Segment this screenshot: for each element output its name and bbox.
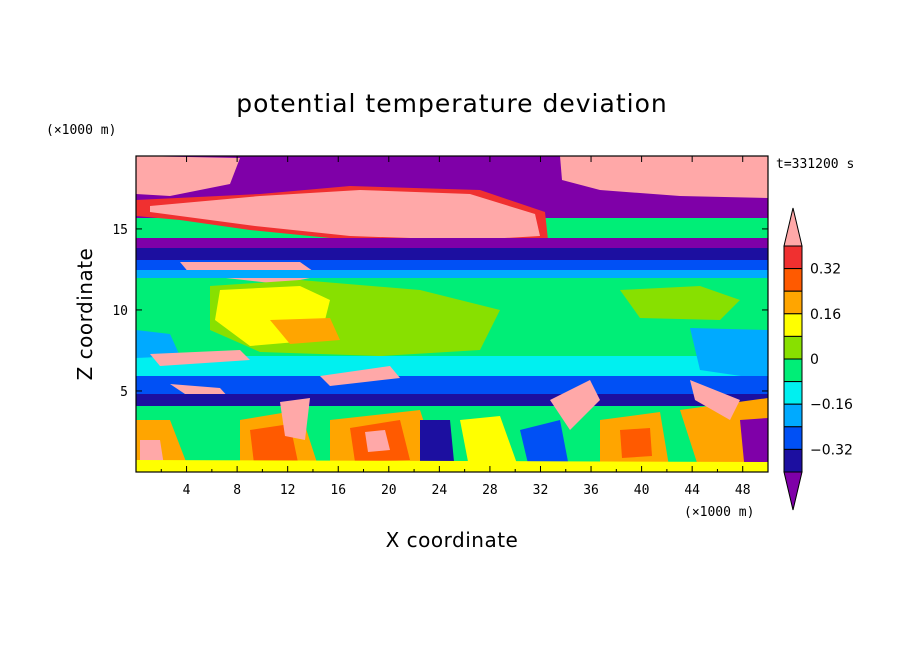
colorbar-swatch	[783, 448, 803, 473]
colorbar-swatch	[783, 426, 803, 450]
y-unit-label: (×1000 m)	[46, 123, 116, 138]
y-axis-label: Z coordinate	[73, 248, 97, 381]
colorbar-swatch	[783, 290, 803, 315]
colorbar-swatch	[783, 381, 803, 405]
colorbar-extend-top	[783, 207, 803, 247]
colorbar-label: 0.16	[810, 307, 841, 323]
colorbar: 0.32 0.16 0 −0.16 −0.32	[783, 207, 853, 511]
x-tick-label: 16	[330, 483, 346, 498]
colorbar-swatch	[783, 403, 803, 428]
x-tick-label: 40	[634, 483, 650, 498]
y-tick-label: 5	[120, 385, 128, 400]
colorbar-swatch	[783, 358, 803, 383]
x-tick-label: 36	[583, 483, 599, 498]
y-tick-label: 10	[112, 304, 128, 319]
x-tick-label: 8	[233, 483, 241, 498]
colorbar-swatch	[783, 268, 803, 292]
colorbar-label: 0	[810, 352, 819, 368]
time-label: t=331200 s	[776, 157, 854, 172]
y-axis: 5 10 15	[112, 223, 768, 400]
plot-area	[136, 156, 768, 472]
colorbar-label: 0.32	[810, 262, 841, 278]
x-tick-label: 44	[684, 483, 700, 498]
x-tick-label: 12	[280, 483, 296, 498]
x-axis-label: X coordinate	[386, 528, 519, 552]
x-tick-label: 28	[482, 483, 498, 498]
colorbar-label: −0.16	[810, 397, 853, 413]
x-tick-label: 24	[432, 483, 448, 498]
y-tick-label: 15	[112, 223, 128, 238]
x-tick-label: 20	[381, 483, 397, 498]
x-tick-label: 32	[533, 483, 549, 498]
colorbar-swatch	[783, 335, 803, 360]
colorbar-extend-bottom	[783, 471, 803, 511]
colorbar-swatch	[783, 245, 803, 270]
x-axis: 4 8 12 16 20 24 28 32 36 40 44 48	[160, 156, 751, 498]
chart-title: potential temperature deviation	[236, 89, 667, 118]
colorbar-label: −0.32	[810, 442, 853, 458]
colorbar-swatch	[783, 313, 803, 337]
x-tick-label: 48	[735, 483, 751, 498]
x-tick-label: 4	[183, 483, 191, 498]
x-unit-label: (×1000 m)	[684, 505, 754, 520]
plot-frame	[135, 155, 769, 473]
